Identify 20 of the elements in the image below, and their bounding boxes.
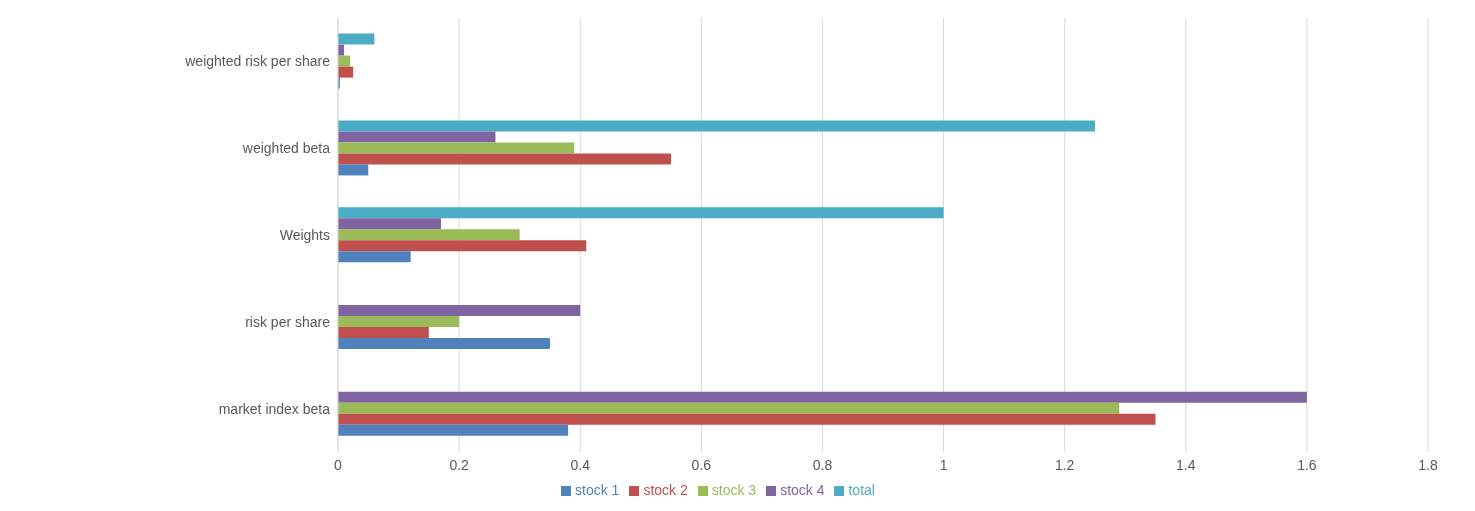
x-tick-label: 1.4 xyxy=(1176,456,1196,473)
x-tick-label: 0 xyxy=(334,456,343,473)
x-tick-label: 0.2 xyxy=(449,456,470,473)
y-tick-label: risk per share xyxy=(245,313,331,330)
legend-label: stock 2 xyxy=(643,482,688,498)
x-tick-label: 0.4 xyxy=(570,456,591,473)
x-tick-label: 0.6 xyxy=(691,456,712,473)
y-tick-label: market index beta xyxy=(218,400,331,417)
x-tick-label: 1.6 xyxy=(1297,456,1317,473)
x-tick-label: 1.8 xyxy=(1418,456,1438,473)
y-tick-label: Weights xyxy=(279,226,330,243)
y-tick-label: weighted risk per share xyxy=(184,53,331,70)
legend-label: total xyxy=(848,482,875,498)
x-tick-label: 1.2 xyxy=(1054,456,1075,473)
x-tick-label: 0.8 xyxy=(812,456,833,473)
y-tick-label: weighted beta xyxy=(241,140,331,157)
legend-label: stock 4 xyxy=(780,482,825,498)
legend-label: stock 3 xyxy=(711,482,757,498)
x-tick-label: 1 xyxy=(939,456,948,473)
legend-label: stock 1 xyxy=(575,482,620,498)
